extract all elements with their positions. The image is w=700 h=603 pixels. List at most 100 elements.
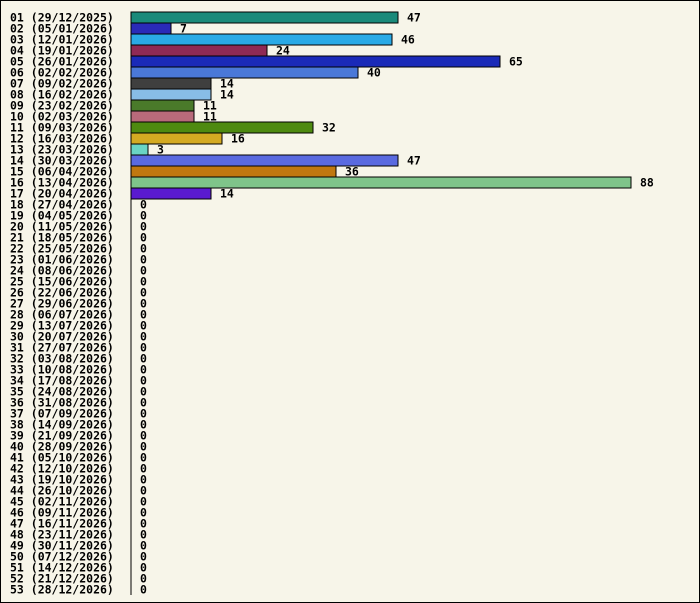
category-label-34: 34 (17/08/2026) — [10, 374, 114, 388]
value-label-33: 0 — [140, 363, 147, 377]
value-label-46: 0 — [140, 506, 147, 520]
category-label-9: 09 (23/02/2026) — [10, 99, 114, 113]
value-label-38: 0 — [140, 418, 147, 432]
category-label-43: 43 (19/10/2026) — [10, 473, 114, 487]
category-label-37: 37 (07/09/2026) — [10, 407, 114, 421]
value-label-22: 0 — [140, 242, 147, 256]
category-label-53: 53 (28/12/2026) — [10, 583, 114, 597]
category-label-40: 40 (28/09/2026) — [10, 440, 114, 454]
value-label-43: 0 — [140, 473, 147, 487]
bar-9 — [130, 99, 195, 112]
bar-11 — [130, 121, 314, 134]
value-label-8: 14 — [220, 88, 234, 102]
category-label-29: 29 (13/07/2026) — [10, 319, 114, 333]
category-label-48: 48 (23/11/2026) — [10, 528, 114, 542]
bar-8 — [130, 88, 212, 101]
category-label-11: 11 (09/03/2026) — [10, 121, 114, 135]
bar-16 — [130, 176, 632, 189]
value-label-42: 0 — [140, 462, 147, 476]
value-label-49: 0 — [140, 539, 147, 553]
category-label-38: 38 (14/09/2026) — [10, 418, 114, 432]
category-label-28: 28 (06/07/2026) — [10, 308, 114, 322]
category-label-51: 51 (14/12/2026) — [10, 561, 114, 575]
category-labels-group: 01 (29/12/2025)02 (05/01/2026)03 (12/01/… — [10, 11, 114, 597]
value-labels-group: 4774624654014141111321634736881400000000… — [140, 11, 654, 597]
category-label-6: 06 (02/02/2026) — [10, 66, 114, 80]
value-label-39: 0 — [140, 429, 147, 443]
category-label-27: 27 (29/06/2026) — [10, 297, 114, 311]
bar-15 — [130, 165, 337, 178]
value-label-9: 11 — [203, 99, 217, 113]
value-label-30: 0 — [140, 330, 147, 344]
value-label-41: 0 — [140, 451, 147, 465]
value-label-2: 7 — [180, 22, 187, 36]
value-label-53: 0 — [140, 583, 147, 597]
bars-group — [130, 11, 632, 200]
category-label-41: 41 (05/10/2026) — [10, 451, 114, 465]
value-label-27: 0 — [140, 297, 147, 311]
value-label-36: 0 — [140, 396, 147, 410]
value-label-44: 0 — [140, 484, 147, 498]
category-label-39: 39 (21/09/2026) — [10, 429, 114, 443]
category-label-10: 10 (02/03/2026) — [10, 110, 114, 124]
value-label-10: 11 — [203, 110, 217, 124]
bar-5 — [130, 55, 501, 68]
value-label-28: 0 — [140, 308, 147, 322]
value-label-7: 14 — [220, 77, 234, 91]
category-label-15: 15 (06/04/2026) — [10, 165, 114, 179]
value-label-31: 0 — [140, 341, 147, 355]
category-label-2: 02 (05/01/2026) — [10, 22, 114, 36]
bar-1 — [130, 11, 399, 24]
value-label-29: 0 — [140, 319, 147, 333]
value-label-32: 0 — [140, 352, 147, 366]
value-label-52: 0 — [140, 572, 147, 586]
category-label-33: 33 (10/08/2026) — [10, 363, 114, 377]
category-label-21: 21 (18/05/2026) — [10, 231, 114, 245]
value-label-13: 3 — [157, 143, 164, 157]
category-label-3: 03 (12/01/2026) — [10, 33, 114, 47]
category-label-31: 31 (27/07/2026) — [10, 341, 114, 355]
bar-3 — [130, 33, 393, 46]
category-label-7: 07 (09/02/2026) — [10, 77, 114, 91]
value-label-50: 0 — [140, 550, 147, 564]
bar-6 — [130, 66, 359, 79]
value-label-25: 0 — [140, 275, 147, 289]
value-label-37: 0 — [140, 407, 147, 421]
value-label-16: 88 — [640, 176, 654, 190]
bar-7 — [130, 77, 212, 90]
value-label-45: 0 — [140, 495, 147, 509]
category-label-25: 25 (15/06/2026) — [10, 275, 114, 289]
value-label-14: 47 — [407, 154, 421, 168]
value-label-6: 40 — [367, 66, 381, 80]
category-label-23: 23 (01/06/2026) — [10, 253, 114, 267]
value-label-24: 0 — [140, 264, 147, 278]
value-label-26: 0 — [140, 286, 147, 300]
value-label-17: 14 — [220, 187, 234, 201]
category-label-35: 35 (24/08/2026) — [10, 385, 114, 399]
value-label-19: 0 — [140, 209, 147, 223]
category-label-49: 49 (30/11/2026) — [10, 539, 114, 553]
category-label-19: 19 (04/05/2026) — [10, 209, 114, 223]
category-label-45: 45 (02/11/2026) — [10, 495, 114, 509]
category-label-42: 42 (12/10/2026) — [10, 462, 114, 476]
category-label-5: 05 (26/01/2026) — [10, 55, 114, 69]
category-label-13: 13 (23/03/2026) — [10, 143, 114, 157]
value-label-23: 0 — [140, 253, 147, 267]
value-label-5: 65 — [509, 55, 523, 69]
value-label-12: 16 — [231, 132, 245, 146]
category-label-44: 44 (26/10/2026) — [10, 484, 114, 498]
category-label-17: 17 (20/04/2026) — [10, 187, 114, 201]
value-label-40: 0 — [140, 440, 147, 454]
category-label-4: 04 (19/01/2026) — [10, 44, 114, 58]
category-label-1: 01 (29/12/2025) — [10, 11, 114, 25]
category-label-32: 32 (03/08/2026) — [10, 352, 114, 366]
bar-13 — [130, 143, 149, 156]
value-label-21: 0 — [140, 231, 147, 245]
bar-4 — [130, 44, 268, 57]
bar-12 — [130, 132, 223, 145]
category-label-30: 30 (20/07/2026) — [10, 330, 114, 344]
category-label-18: 18 (27/04/2026) — [10, 198, 114, 212]
value-label-11: 32 — [322, 121, 336, 135]
bar-10 — [130, 110, 195, 123]
